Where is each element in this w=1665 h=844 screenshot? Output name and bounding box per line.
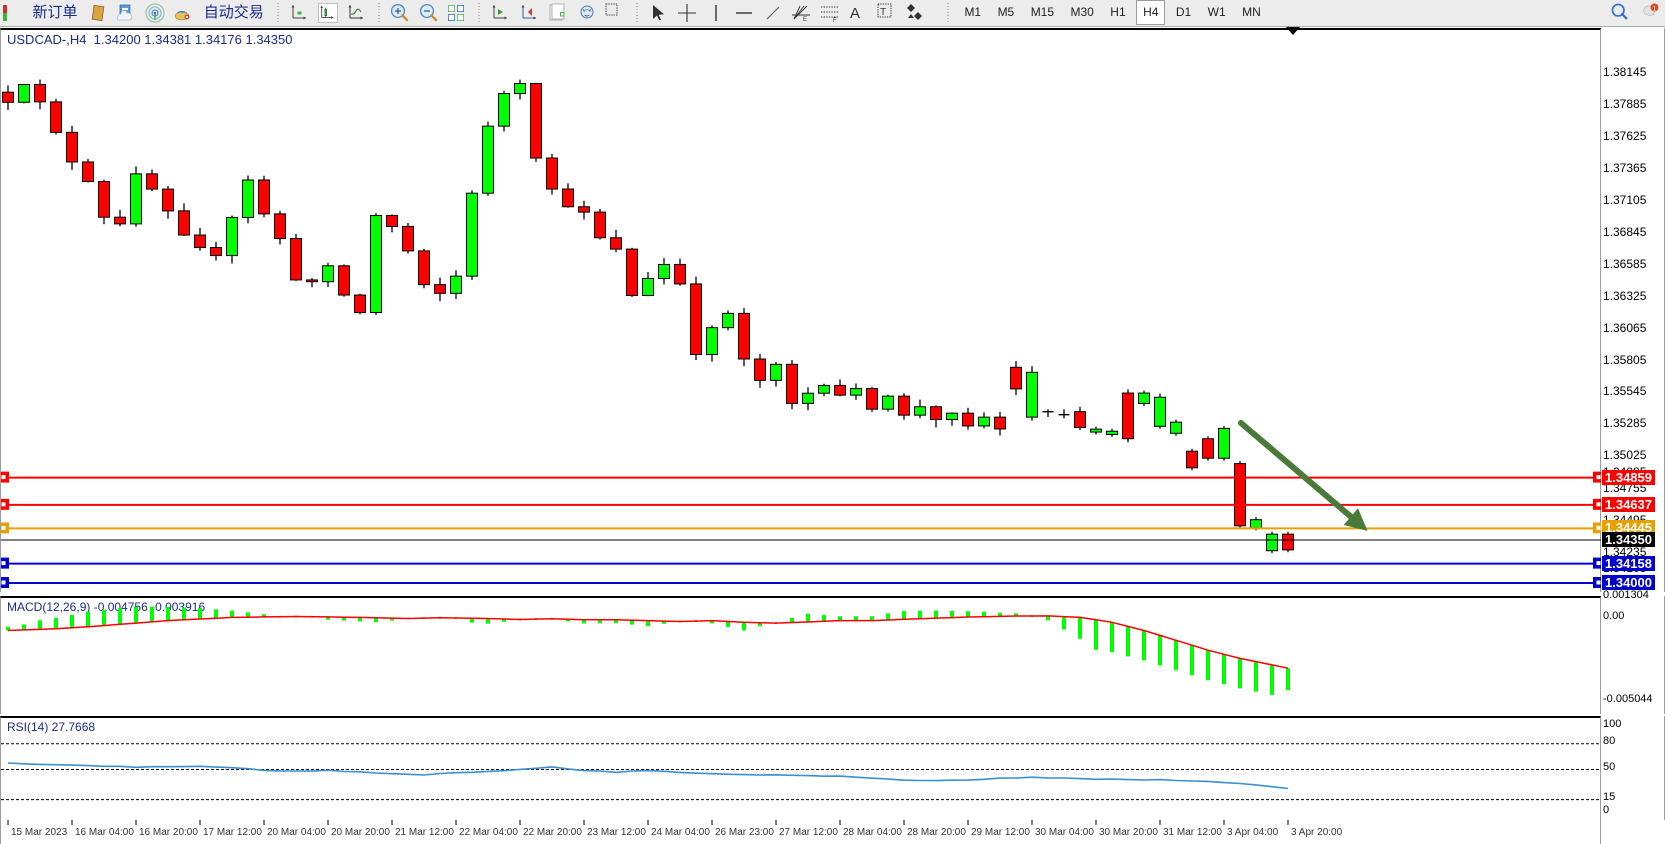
svg-text:F: F [833,18,837,23]
svg-text:16 Mar 04:00: 16 Mar 04:00 [75,827,134,838]
svg-text:15 Mar 2023: 15 Mar 2023 [11,827,68,838]
svg-text:30 Mar 04:00: 30 Mar 04:00 [1035,827,1094,838]
svg-text:3 Apr 20:00: 3 Apr 20:00 [1291,827,1343,838]
svg-text:1: 1 [1653,5,1657,12]
svg-text:A: A [850,5,860,22]
svg-text:E: E [803,17,807,23]
svg-text:17 Mar 12:00: 17 Mar 12:00 [203,827,262,838]
svg-text:28 Mar 04:00: 28 Mar 04:00 [843,827,902,838]
svg-text:22 Mar 04:00: 22 Mar 04:00 [459,827,518,838]
svg-text:29 Mar 12:00: 29 Mar 12:00 [971,827,1030,838]
svg-text:22 Mar 20:00: 22 Mar 20:00 [523,827,582,838]
svg-text:20 Mar 20:00: 20 Mar 20:00 [331,827,390,838]
svg-text:27 Mar 12:00: 27 Mar 12:00 [779,827,838,838]
svg-text:26 Mar 23:00: 26 Mar 23:00 [715,827,774,838]
svg-text:31 Mar 12:00: 31 Mar 12:00 [1163,827,1222,838]
svg-text:16 Mar 20:00: 16 Mar 20:00 [139,827,198,838]
svg-text:24 Mar 04:00: 24 Mar 04:00 [651,827,710,838]
svg-text:21 Mar 12:00: 21 Mar 12:00 [395,827,454,838]
svg-text:28 Mar 20:00: 28 Mar 20:00 [907,827,966,838]
svg-text:30 Mar 20:00: 30 Mar 20:00 [1099,827,1158,838]
svg-text:3 Apr 04:00: 3 Apr 04:00 [1227,827,1279,838]
svg-text:T: T [880,7,886,18]
svg-text:23 Mar 12:00: 23 Mar 12:00 [587,827,646,838]
svg-text:20 Mar 04:00: 20 Mar 04:00 [267,827,326,838]
